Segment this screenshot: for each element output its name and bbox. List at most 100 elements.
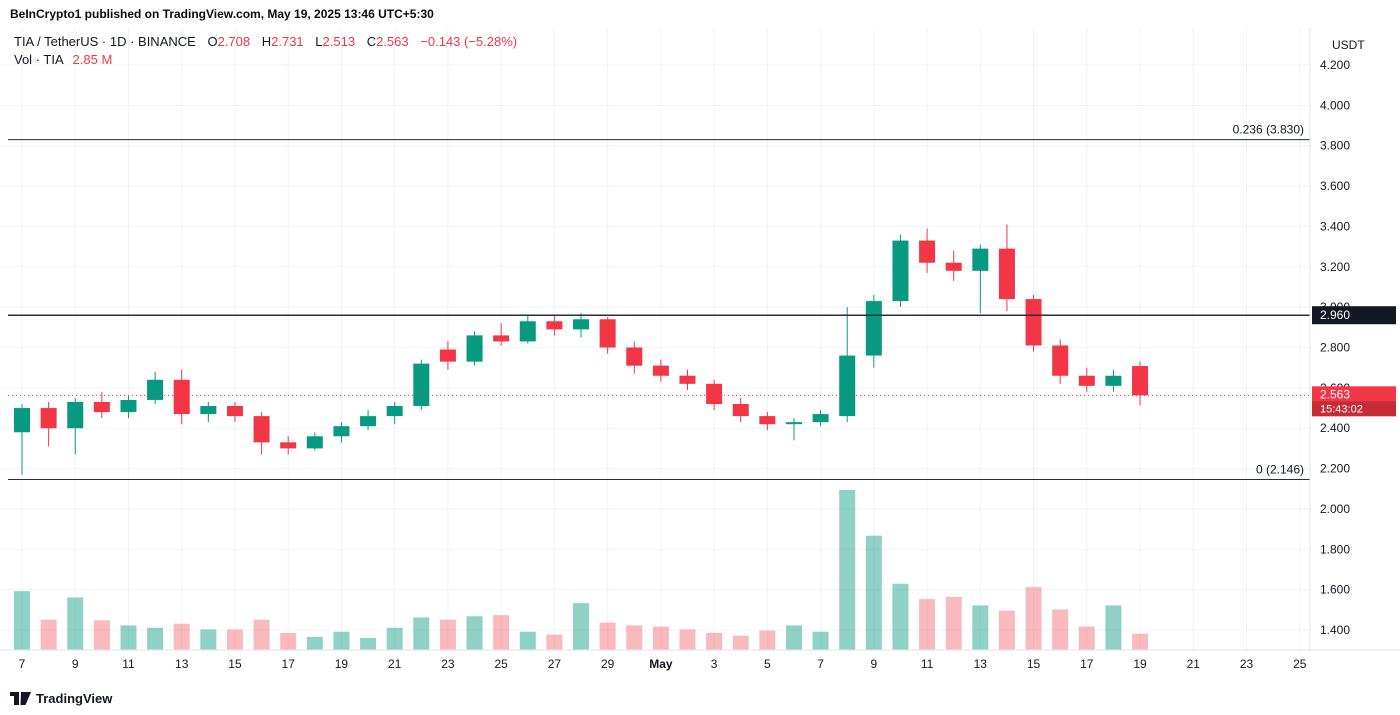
price-tick-label[interactable]: 3.200: [1320, 260, 1350, 274]
close-label: C: [366, 34, 377, 49]
volume-bar: [998, 610, 1015, 650]
candle-down: [1078, 375, 1095, 386]
candle-up: [200, 406, 217, 415]
candle-down: [1052, 345, 1069, 376]
candle-down: [945, 262, 962, 271]
volume-bar: [865, 535, 882, 650]
symbol-title[interactable]: TIA / TetherUS · 1D · BINANCE: [14, 34, 196, 49]
volume-bar: [1078, 626, 1095, 650]
price-tick-label[interactable]: 2.800: [1320, 341, 1350, 355]
time-tick-label: 21: [388, 657, 402, 671]
time-tick-label: 5: [764, 657, 771, 671]
candle-down: [759, 416, 776, 425]
volume-bar: [147, 627, 164, 650]
candle-up: [14, 408, 30, 433]
time-tick-label: 13: [974, 657, 988, 671]
volume-bar: [40, 619, 57, 650]
volume-value: 2.85 M: [72, 52, 113, 67]
time-tick-label: 9: [72, 657, 79, 671]
candle-down: [1025, 299, 1042, 346]
price-tick-label[interactable]: 3.800: [1320, 139, 1350, 153]
volume-bar: [200, 629, 217, 650]
volume-bar: [413, 617, 430, 650]
volume-bar: [280, 632, 297, 650]
price-tick-label[interactable]: 2.400: [1320, 421, 1350, 435]
low-label: L: [315, 34, 323, 49]
candle-up: [839, 355, 856, 417]
hline-price-badge-label: 2.960: [1320, 308, 1350, 322]
price-tick-label[interactable]: 1.600: [1320, 583, 1350, 597]
price-tick-label[interactable]: 2.000: [1320, 502, 1350, 516]
hline-price-badge: [1312, 306, 1396, 325]
candle-up: [812, 414, 829, 423]
time-tick-label: 19: [335, 657, 349, 671]
candle-down: [226, 406, 243, 417]
tradingview-logo-icon[interactable]: [10, 691, 31, 706]
last-price-badge-value: 2.563: [1320, 387, 1350, 401]
volume-bar: [679, 629, 696, 650]
time-tick-label: 7: [19, 657, 26, 671]
candle-down: [173, 379, 190, 415]
time-tick-label: 29: [601, 657, 615, 671]
time-tick-label: 7: [817, 657, 824, 671]
time-tick-label: 13: [175, 657, 189, 671]
volume-bar: [333, 631, 350, 650]
price-tick-label[interactable]: 3.400: [1320, 219, 1350, 233]
candle-down: [599, 319, 616, 348]
time-tick-label: 17: [282, 657, 296, 671]
low-value: 2.513: [322, 34, 356, 49]
volume-legend: Vol · TIA 2.85 M: [14, 52, 112, 67]
candle-down: [679, 375, 696, 384]
volume-bar: [759, 630, 776, 650]
volume-bar: [945, 596, 962, 650]
tradingview-brand[interactable]: TradingView: [36, 691, 113, 706]
candle-down: [93, 401, 110, 413]
high-value: 2.731: [271, 34, 304, 49]
tradingview-footer[interactable]: TradingView: [10, 691, 112, 706]
candle-up: [413, 363, 430, 407]
volume-bar: [67, 597, 84, 650]
fib-label: 0.236 (3.830): [1233, 123, 1304, 137]
candle-down: [706, 383, 723, 405]
candle-up: [67, 401, 84, 429]
volume-bar: [732, 635, 749, 650]
time-tick-label: 9: [870, 657, 877, 671]
volume-bar: [120, 625, 137, 650]
time-tick-label: 25: [494, 657, 508, 671]
time-tick-label: 17: [1080, 657, 1094, 671]
time-tick-label: 27: [548, 657, 562, 671]
price-tick-label[interactable]: 1.400: [1320, 623, 1350, 637]
volume-bar: [892, 583, 909, 650]
publish-attribution: BeInCrypto1 published on TradingView.com…: [10, 7, 434, 21]
candle-down: [493, 335, 510, 342]
price-tick-label[interactable]: 1.800: [1320, 542, 1350, 556]
bar-countdown: 15:43:02: [1320, 403, 1363, 415]
candle-up: [892, 240, 909, 302]
candle-down: [1132, 366, 1149, 396]
chart-area[interactable]: 7 9 11 13 15 17 19 21 23 25 27 29 May 3 5 7 9 11 13 15 17 19 2…: [0, 28, 1400, 678]
volume-bar: [785, 625, 802, 650]
time-tick-label: May: [649, 657, 673, 671]
candle-down: [280, 442, 297, 449]
candle-up: [785, 422, 802, 425]
fib-label: 0 (2.146): [1256, 462, 1304, 476]
candle-up: [333, 426, 350, 437]
price-tick-label[interactable]: 4.000: [1320, 98, 1350, 112]
volume-bar: [360, 638, 377, 650]
price-chart-canvas[interactable]: 7 9 11 13 15 17 19 21 23 25 27 29 May 3 5 7 9 11 13 15 17 19 2…: [0, 28, 1400, 678]
candle-up: [519, 321, 536, 342]
price-tick-label[interactable]: 4.200: [1320, 58, 1350, 72]
candle-up: [360, 416, 377, 427]
countdown-strip: [1312, 401, 1396, 417]
change-value: −0.143 (−5.28%): [420, 34, 518, 49]
volume-bar: [493, 615, 510, 650]
volume-bar: [386, 627, 403, 650]
candle-up: [147, 379, 164, 400]
price-tick-label[interactable]: 2.200: [1320, 462, 1350, 476]
candle-down: [40, 408, 57, 429]
volume-bar: [1132, 633, 1149, 650]
volume-bar: [1105, 605, 1122, 650]
volume-study-title[interactable]: Vol · TIA: [14, 52, 63, 67]
price-tick-label[interactable]: 3.600: [1320, 179, 1350, 193]
